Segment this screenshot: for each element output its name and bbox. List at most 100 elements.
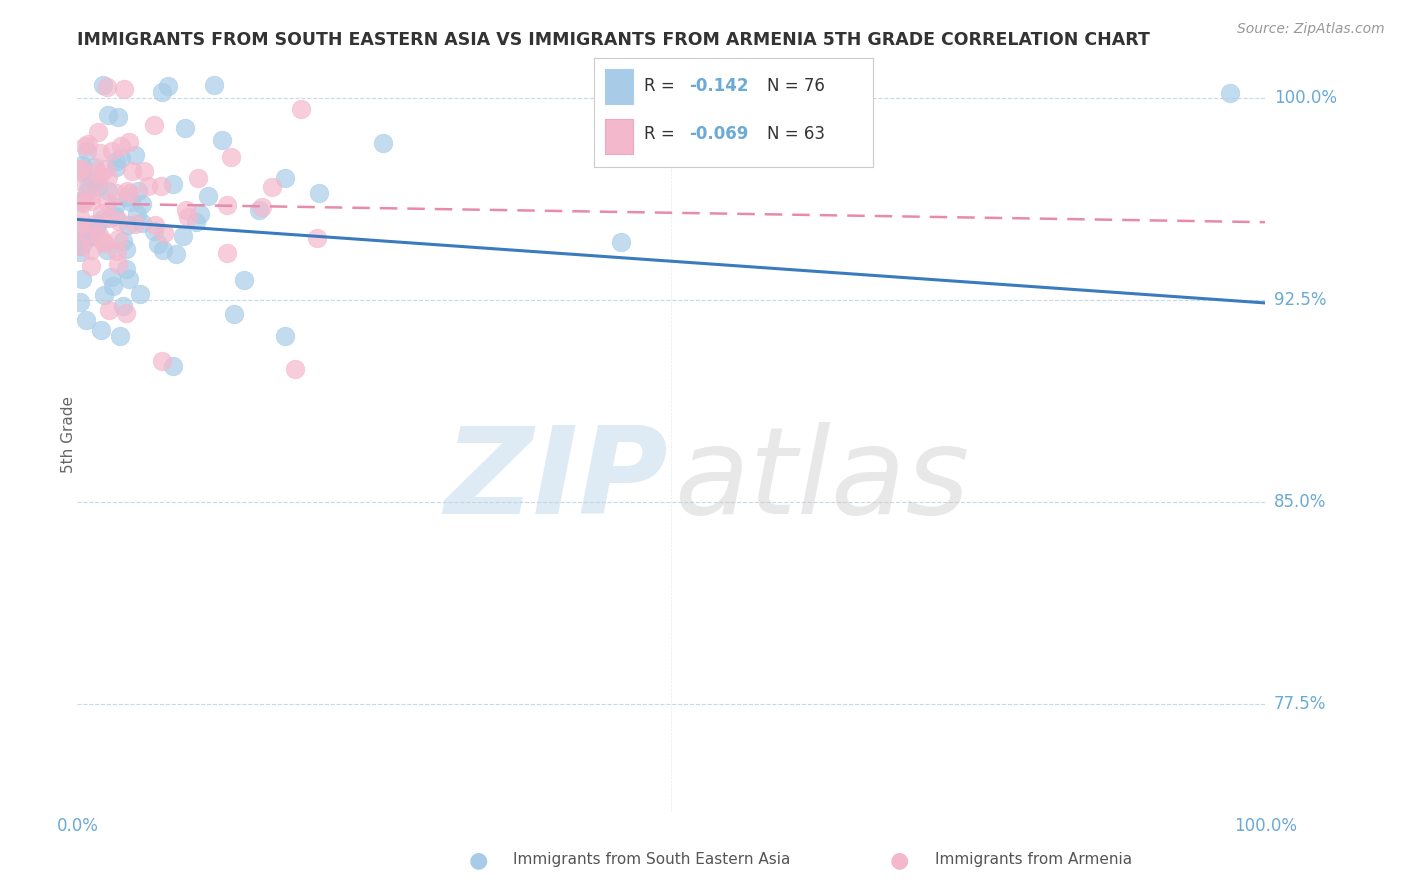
Point <box>93 78 115 92</box>
Point <box>73 223 96 237</box>
Point <box>110 151 132 165</box>
Point <box>162 177 184 191</box>
Point <box>247 202 270 217</box>
Point <box>274 170 297 185</box>
Point <box>79 229 101 244</box>
Point <box>69 194 91 208</box>
Point <box>82 228 104 243</box>
Point <box>124 217 146 231</box>
Point <box>162 359 184 374</box>
Point <box>215 198 238 212</box>
Point <box>73 138 96 153</box>
Point <box>165 247 187 261</box>
Point <box>83 173 105 187</box>
Point <box>84 222 107 236</box>
Point <box>115 242 138 256</box>
Point <box>96 80 118 95</box>
Point <box>111 299 134 313</box>
Point <box>290 102 312 116</box>
Text: ●: ● <box>468 850 488 870</box>
Point <box>97 302 120 317</box>
Point <box>69 165 91 179</box>
Point <box>211 133 233 147</box>
Point <box>91 212 114 227</box>
Point <box>87 125 110 139</box>
Point <box>76 228 98 243</box>
Point <box>86 217 108 231</box>
Point <box>143 218 166 232</box>
Point <box>87 228 110 243</box>
Point <box>219 150 242 164</box>
Point <box>143 224 166 238</box>
Text: Source: ZipAtlas.com: Source: ZipAtlas.com <box>1237 22 1385 37</box>
Point <box>105 160 128 174</box>
Text: atlas: atlas <box>675 422 970 539</box>
Point <box>80 194 103 209</box>
Point <box>217 246 239 260</box>
Point <box>69 210 91 224</box>
Point <box>1219 86 1241 100</box>
Point <box>136 179 159 194</box>
Point <box>121 164 143 178</box>
Point <box>84 161 107 175</box>
Point <box>103 279 125 293</box>
Point <box>152 226 174 240</box>
Point <box>142 118 165 132</box>
Point <box>94 161 117 176</box>
Point <box>174 120 197 135</box>
Point <box>91 206 114 220</box>
Point <box>150 86 173 100</box>
Point <box>77 178 100 193</box>
Point <box>157 78 180 93</box>
Point <box>117 219 139 233</box>
Point <box>105 244 128 258</box>
Point <box>110 138 132 153</box>
Point <box>115 185 138 199</box>
Y-axis label: 5th Grade: 5th Grade <box>62 396 76 474</box>
Text: IMMIGRANTS FROM SOUTH EASTERN ASIA VS IMMIGRANTS FROM ARMENIA 5TH GRADE CORRELAT: IMMIGRANTS FROM SOUTH EASTERN ASIA VS IM… <box>77 31 1150 49</box>
Point <box>79 243 101 257</box>
Point <box>73 234 96 248</box>
Point <box>70 161 93 176</box>
Point <box>609 235 631 249</box>
Point <box>110 329 132 343</box>
Point <box>187 170 209 185</box>
Point <box>114 306 136 320</box>
Point <box>69 244 91 259</box>
Point <box>77 137 100 152</box>
Point <box>70 272 93 286</box>
Point <box>124 148 146 162</box>
Point <box>70 158 93 172</box>
Point <box>96 243 118 257</box>
Point <box>177 211 200 225</box>
Point <box>70 219 93 233</box>
Point <box>96 194 118 209</box>
Point <box>129 287 152 301</box>
Point <box>70 194 93 208</box>
Point <box>91 234 114 248</box>
Point <box>149 178 172 193</box>
Point <box>104 201 127 215</box>
Point <box>79 189 101 203</box>
Point <box>118 272 141 286</box>
Point <box>112 234 135 248</box>
Point <box>197 188 219 202</box>
Point <box>132 163 155 178</box>
Point <box>69 162 91 177</box>
Text: 100.0%: 100.0% <box>1274 89 1337 107</box>
Point <box>93 287 115 301</box>
Point <box>100 270 122 285</box>
Point <box>72 195 94 210</box>
Point <box>108 214 131 228</box>
Point <box>284 362 307 376</box>
Point <box>202 78 225 92</box>
Point <box>125 207 148 221</box>
Point <box>89 145 111 160</box>
Text: Immigrants from South Eastern Asia: Immigrants from South Eastern Asia <box>513 853 790 867</box>
Point <box>112 81 135 95</box>
Point <box>93 236 115 251</box>
Point <box>75 312 97 326</box>
Point <box>274 328 297 343</box>
Point <box>76 186 98 200</box>
Text: 85.0%: 85.0% <box>1274 493 1326 511</box>
